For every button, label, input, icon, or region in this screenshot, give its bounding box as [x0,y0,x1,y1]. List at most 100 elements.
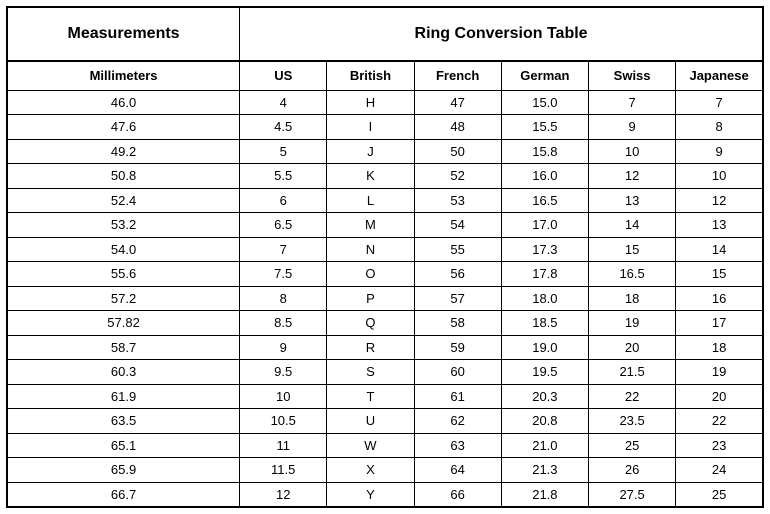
table-cell: 5 [240,139,327,164]
table-row: 58.79R5919.02018 [7,335,763,360]
table-cell: I [327,115,414,140]
table-cell: 9 [588,115,675,140]
table-cell: 7 [588,90,675,115]
table-cell: 4.5 [240,115,327,140]
table-cell: 64 [414,458,501,483]
table-cell: L [327,188,414,213]
table-row: 57.28P5718.01816 [7,286,763,311]
table-cell: 48 [414,115,501,140]
table-cell: 17.8 [501,262,588,287]
table-cell: 8 [240,286,327,311]
table-row: 55.67.5O5617.816.515 [7,262,763,287]
table-row: 54.07N5517.31514 [7,237,763,262]
table-row: 53.26.5M5417.01413 [7,213,763,238]
table-cell: 9 [240,335,327,360]
table-cell: 15.0 [501,90,588,115]
table-cell: 50.8 [7,164,240,189]
table-cell: 10 [240,384,327,409]
col-french: French [414,61,501,90]
table-cell: 12 [588,164,675,189]
table-cell: H [327,90,414,115]
table-cell: 54 [414,213,501,238]
measurements-title: Measurements [7,7,240,61]
table-row: 57.828.5Q5818.51917 [7,311,763,336]
table-row: 49.25J5015.8109 [7,139,763,164]
table-cell: 53.2 [7,213,240,238]
table-row: 52.46L5316.51312 [7,188,763,213]
table-cell: 14 [676,237,763,262]
table-cell: 60 [414,360,501,385]
table-row: 65.911.5X6421.32624 [7,458,763,483]
table-cell: 53 [414,188,501,213]
table-row: 63.510.5U6220.823.522 [7,409,763,434]
table-cell: 56 [414,262,501,287]
table-cell: X [327,458,414,483]
table-cell: 55.6 [7,262,240,287]
table-row: 50.85.5K5216.01210 [7,164,763,189]
table-cell: 47 [414,90,501,115]
table-cell: S [327,360,414,385]
table-cell: 19.5 [501,360,588,385]
table-cell: 11 [240,433,327,458]
table-cell: 15.5 [501,115,588,140]
table-cell: 55 [414,237,501,262]
table-cell: 7 [676,90,763,115]
table-cell: 57.82 [7,311,240,336]
table-row: 61.910T6120.32220 [7,384,763,409]
table-cell: T [327,384,414,409]
table-cell: 25 [676,482,763,507]
table-cell: 65.9 [7,458,240,483]
table-cell: R [327,335,414,360]
table-cell: M [327,213,414,238]
table-cell: 21.3 [501,458,588,483]
table-cell: 16.5 [501,188,588,213]
table-cell: 59 [414,335,501,360]
table-cell: 21.5 [588,360,675,385]
table-cell: 63 [414,433,501,458]
table-cell: 27.5 [588,482,675,507]
table-cell: 7 [240,237,327,262]
table-cell: W [327,433,414,458]
table-cell: 18.5 [501,311,588,336]
table-cell: 20 [676,384,763,409]
table-cell: 18 [588,286,675,311]
table-cell: 60.3 [7,360,240,385]
col-german: German [501,61,588,90]
table-cell: 22 [588,384,675,409]
table-row: 66.712Y6621.827.525 [7,482,763,507]
table-cell: 50 [414,139,501,164]
table-cell: 8.5 [240,311,327,336]
table-cell: 46.0 [7,90,240,115]
table-cell: 52 [414,164,501,189]
table-cell: 15 [676,262,763,287]
table-cell: 13 [676,213,763,238]
table-cell: 47.6 [7,115,240,140]
table-cell: 4 [240,90,327,115]
table-cell: 62 [414,409,501,434]
table-row: 46.04H4715.077 [7,90,763,115]
table-cell: 19 [588,311,675,336]
table-cell: N [327,237,414,262]
table-cell: K [327,164,414,189]
table-cell: 22 [676,409,763,434]
table-row: 47.64.5I4815.598 [7,115,763,140]
col-us: US [240,61,327,90]
table-cell: 13 [588,188,675,213]
table-cell: 12 [240,482,327,507]
table-cell: Y [327,482,414,507]
table-cell: 58 [414,311,501,336]
table-cell: 66 [414,482,501,507]
table-cell: 58.7 [7,335,240,360]
column-header-row: Millimeters US British French German Swi… [7,61,763,90]
table-cell: 61 [414,384,501,409]
col-japanese: Japanese [676,61,763,90]
table-cell: J [327,139,414,164]
table-cell: 52.4 [7,188,240,213]
col-swiss: Swiss [588,61,675,90]
table-cell: 54.0 [7,237,240,262]
table-cell: 19 [676,360,763,385]
table-cell: 5.5 [240,164,327,189]
table-cell: 15 [588,237,675,262]
table-cell: 63.5 [7,409,240,434]
table-body: 46.04H4715.07747.64.5I4815.59849.25J5015… [7,90,763,507]
